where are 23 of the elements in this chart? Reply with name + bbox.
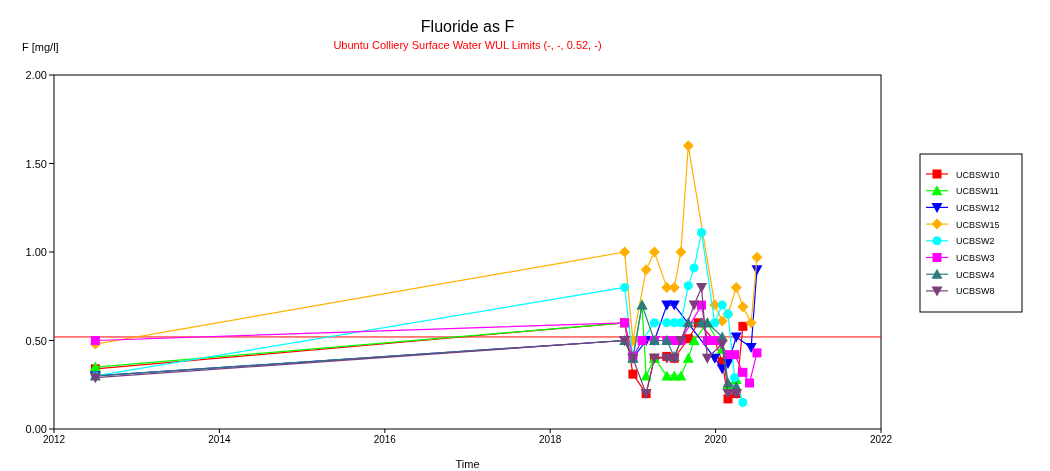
- y-tick-label: 1.50: [25, 157, 47, 170]
- legend-label: UCBSW4: [956, 269, 995, 280]
- x-tick-label: 2014: [208, 434, 231, 445]
- y-tick-label: 2.00: [25, 69, 47, 81]
- chart-title: Fluoride as F: [420, 18, 515, 35]
- y-tick-label: 1.00: [25, 246, 47, 258]
- legend-label: UCBSW2: [956, 236, 995, 247]
- x-tick-label: 2020: [704, 434, 728, 445]
- legend-label: UCBSW12: [956, 202, 1000, 213]
- chart-subtitle: Ubuntu Colliery Surface Water WUL Limits (-, -, 0.52, -): [333, 39, 602, 51]
- legend-label: UCBSW3: [956, 253, 995, 263]
- x-tick-label: 2016: [373, 434, 397, 445]
- legend-label: UCBSW10: [956, 169, 1000, 180]
- x-tick-label: 2022: [869, 434, 893, 445]
- y-tick-label: 0.00: [25, 423, 47, 435]
- y-tick-label: 0.50: [25, 334, 47, 347]
- legend-label: UCBSW11: [956, 186, 999, 197]
- y-axis-title: F [mg/l]: [22, 41, 59, 53]
- legend-label: UCBSW15: [956, 219, 1000, 230]
- x-tick-label: 2018: [539, 434, 562, 445]
- x-tick-label: 2012: [42, 434, 66, 445]
- x-axis-title: Time: [455, 458, 480, 470]
- legend-label: UCBSW8: [956, 286, 995, 297]
